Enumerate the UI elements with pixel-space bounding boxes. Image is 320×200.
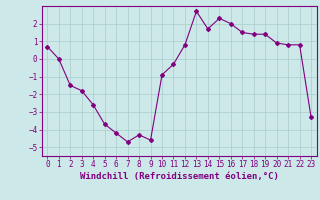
X-axis label: Windchill (Refroidissement éolien,°C): Windchill (Refroidissement éolien,°C)	[80, 172, 279, 181]
